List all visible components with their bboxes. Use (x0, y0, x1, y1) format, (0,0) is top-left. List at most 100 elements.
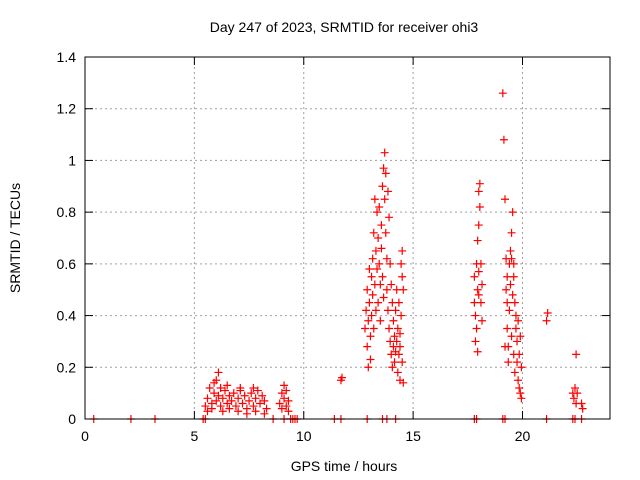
data-point (397, 259, 406, 268)
data-point (379, 293, 388, 302)
data-point (473, 347, 482, 356)
data-point (473, 285, 482, 294)
data-point (476, 298, 485, 307)
data-point (397, 311, 406, 320)
data-point (242, 409, 251, 418)
data-point (368, 290, 377, 299)
data-point (377, 221, 386, 230)
data-point (260, 409, 269, 418)
data-point (383, 187, 392, 196)
x-tick-label: 15 (405, 428, 421, 444)
data-point (503, 324, 512, 333)
data-point (389, 316, 398, 325)
data-point (218, 394, 227, 403)
y-tick-label: 0.4 (57, 308, 77, 324)
data-point (577, 399, 586, 408)
data-point (210, 389, 219, 398)
data-point (515, 383, 524, 392)
data-point (251, 394, 260, 403)
data-point (338, 373, 347, 382)
data-point (280, 381, 289, 390)
data-point (249, 402, 258, 411)
data-point (398, 358, 407, 367)
plot-frame (84, 56, 611, 420)
data-point (362, 306, 371, 315)
data-point (513, 337, 522, 346)
data-point (471, 311, 480, 320)
data-point (223, 399, 232, 408)
data-point (542, 316, 551, 325)
data-point (511, 311, 520, 320)
data-point (275, 399, 284, 408)
data-point (203, 394, 212, 403)
data-point (510, 298, 519, 307)
data-points (89, 89, 587, 423)
data-point (361, 324, 369, 333)
data-point (394, 298, 403, 307)
data-point (214, 368, 223, 377)
data-point (506, 280, 515, 289)
chart-title: Day 247 of 2023, SRMTID for receiver ohi… (210, 19, 479, 35)
x-axis-label: GPS time / hours (291, 458, 398, 474)
data-point (371, 246, 380, 255)
data-point (216, 402, 225, 411)
data-point (516, 332, 525, 341)
data-point (507, 228, 516, 237)
data-point (498, 89, 507, 98)
data-point (379, 164, 388, 173)
data-point (256, 399, 264, 408)
data-point (388, 363, 397, 372)
data-point (503, 272, 512, 281)
y-axis-label: SRMTID / TECUs (7, 183, 23, 293)
data-point (398, 272, 407, 281)
data-point (502, 285, 511, 294)
data-point (277, 389, 286, 398)
data-point (513, 358, 522, 367)
data-point (201, 402, 210, 411)
data-point (569, 394, 578, 403)
y-tick-label: 1 (68, 152, 76, 168)
data-point (478, 280, 487, 289)
grid-lines (85, 57, 610, 419)
data-point (392, 337, 401, 346)
data-point (394, 350, 403, 359)
data-point (516, 389, 525, 398)
data-point (390, 358, 399, 367)
data-point (227, 396, 236, 405)
data-point (501, 342, 509, 351)
data-point (381, 228, 390, 237)
data-point (543, 308, 552, 317)
data-point (573, 389, 582, 398)
data-point (205, 383, 214, 392)
data-point (368, 254, 377, 263)
x-tick-label: 10 (296, 428, 312, 444)
data-point (380, 148, 389, 157)
data-point (506, 246, 515, 255)
data-point (376, 280, 385, 289)
y-tick-label: 0.8 (57, 204, 77, 220)
data-point (225, 391, 234, 400)
data-point (473, 236, 482, 245)
data-point (207, 404, 216, 413)
data-point (399, 378, 408, 387)
data-point (260, 396, 269, 405)
data-point (364, 363, 373, 372)
data-point (515, 350, 524, 359)
data-point (218, 407, 227, 416)
data-point (210, 378, 219, 387)
data-point (367, 272, 376, 281)
data-point (476, 259, 485, 268)
data-point (471, 337, 480, 346)
data-point (225, 404, 234, 413)
data-point (212, 396, 221, 405)
data-point (214, 391, 223, 400)
data-point (245, 396, 254, 405)
data-point (258, 391, 267, 400)
data-point (509, 259, 518, 268)
data-point (373, 265, 382, 274)
data-point (366, 332, 375, 341)
data-point (234, 407, 243, 416)
data-point (511, 324, 520, 333)
